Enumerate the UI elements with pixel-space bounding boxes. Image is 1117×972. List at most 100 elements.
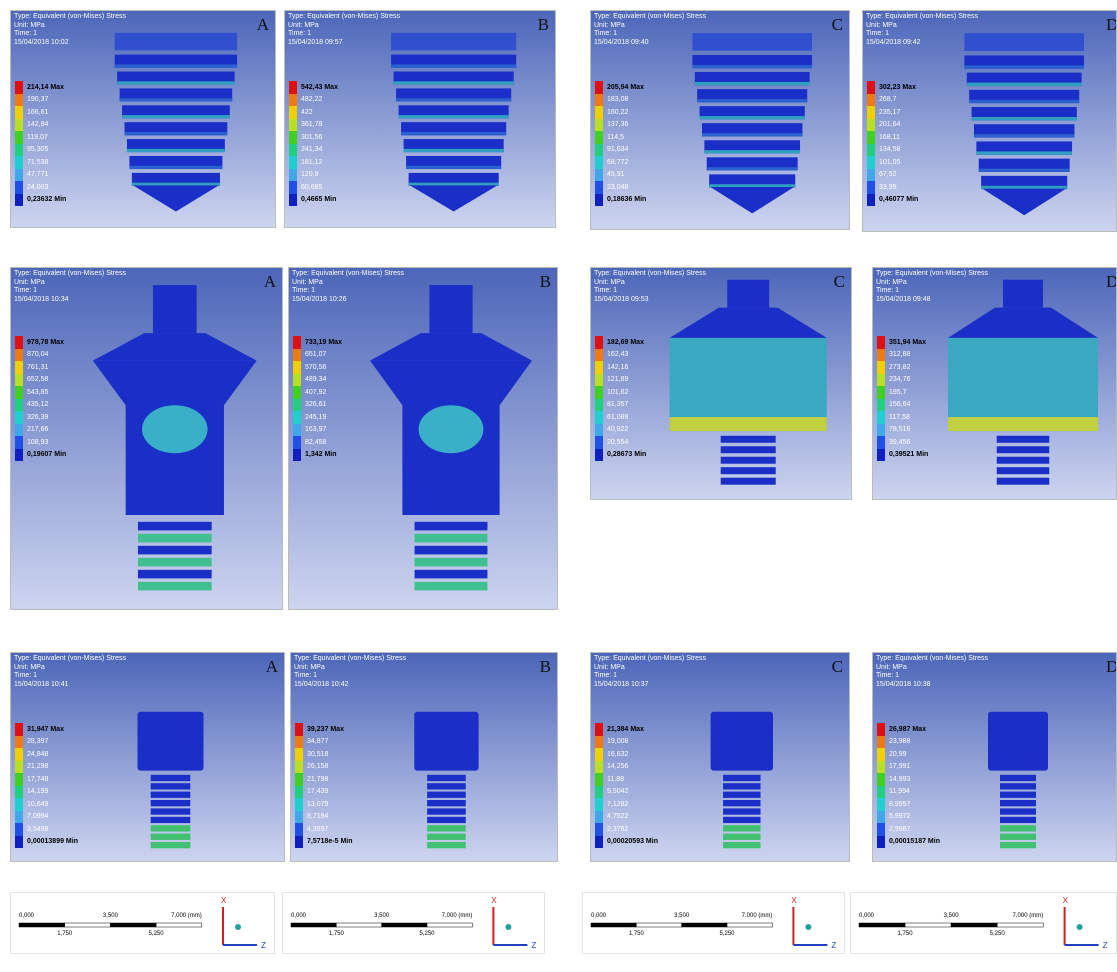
scale-bar-strip: 0,0003,5007,000 (mm)1,7505,250XZ [282, 892, 545, 954]
legend-label: 163,97 [305, 426, 326, 433]
legend-swatch [295, 761, 303, 774]
legend-row: 14,199 [15, 786, 78, 799]
model-part [964, 33, 1084, 51]
legend-swatch [867, 169, 875, 182]
legend-label: 33,99 [879, 184, 897, 191]
legend-swatch [877, 436, 885, 449]
legend-label: 0,39521 Min [889, 451, 928, 458]
model-part [427, 783, 466, 789]
legend-label: 67,52 [879, 171, 897, 178]
legend-row: 0,00015187 Min [877, 836, 940, 849]
legend-row: 121,89 [595, 374, 646, 387]
legend-swatch [867, 119, 875, 132]
model-part [997, 446, 1050, 453]
fea-panel: Type: Equivalent (von-Mises) StressUnit:… [10, 652, 285, 862]
legend-swatch [295, 748, 303, 761]
legend-row: 21,384 Max [595, 723, 658, 736]
header-line: 15/04/2018 10:37 [594, 681, 706, 690]
header-line: Type: Equivalent (von-Mises) Stress [14, 270, 126, 279]
legend-swatch [595, 81, 603, 94]
legend-row: 26,158 [295, 761, 353, 774]
fea-panel: Type: Equivalent (von-Mises) StressUnit:… [862, 10, 1117, 232]
header-line: Time: 1 [294, 672, 406, 681]
legend-swatch [15, 798, 23, 811]
legend-label: 166,61 [27, 109, 48, 116]
legend-row: 7,0994 [15, 811, 78, 824]
legend-swatch [595, 156, 603, 169]
legend-label: 182,69 Max [607, 339, 644, 346]
legend-row: 142,16 [595, 361, 646, 374]
model-part [151, 808, 191, 814]
header-line: 15/04/2018 10:34 [14, 296, 126, 305]
legend-row: 11,994 [877, 786, 940, 799]
header-line: Unit: MPa [14, 664, 126, 673]
legend-row: 40,822 [595, 424, 646, 437]
legend-row: 183,08 [595, 94, 646, 107]
legend-row: 142,84 [15, 119, 66, 132]
header-line: Type: Equivalent (von-Mises) Stress [14, 13, 126, 22]
scale-label: 5,250 [990, 931, 1006, 937]
legend-label: 7,0994 [27, 813, 48, 820]
legend-row: 168,11 [867, 131, 918, 144]
scale-label: 1,750 [629, 931, 645, 937]
legend-row: 78,516 [877, 424, 928, 437]
fea-panel: Type: Equivalent (von-Mises) StressUnit:… [288, 267, 558, 610]
model-part [414, 712, 478, 771]
legend-swatch [15, 723, 23, 736]
model-part [394, 81, 514, 84]
header-line: Type: Equivalent (von-Mises) Stress [594, 655, 706, 664]
model-part [138, 534, 212, 543]
scale-label: 1,750 [57, 931, 73, 937]
legend-swatch [867, 181, 875, 194]
legend-swatch [877, 374, 885, 387]
panel-letter: B [540, 657, 551, 677]
fea-panel: Type: Equivalent (von-Mises) StressUnit:… [290, 652, 558, 862]
scale-bar: 0,0003,5007,000 (mm)1,7505,250XZ [583, 893, 846, 955]
model-part [127, 149, 225, 152]
legend-label: 78,516 [889, 426, 910, 433]
legend-label: 14,199 [27, 788, 48, 795]
legend-row: 163,97 [293, 424, 342, 437]
legend-row: 302,23 Max [867, 81, 918, 94]
legend-label: 160,22 [607, 109, 628, 116]
legend-row: 0,00020593 Min [595, 836, 658, 849]
model-part [723, 800, 760, 806]
scale-label: 7,000 (mm) [1013, 913, 1044, 919]
model-part [988, 712, 1048, 771]
legend-row: 361,78 [289, 119, 338, 132]
scale-label: 0,000 [859, 913, 875, 919]
header-line: Type: Equivalent (von-Mises) Stress [594, 270, 706, 279]
legend-row: 21,798 [295, 773, 353, 786]
legend-swatch [877, 836, 885, 849]
model-part [138, 570, 212, 579]
legend-swatch [595, 823, 603, 836]
header-line: Time: 1 [594, 30, 706, 39]
legend-label: 142,16 [607, 364, 628, 371]
legend-row: 201,64 [867, 119, 918, 132]
legend-label: 190,37 [27, 96, 48, 103]
legend-swatch [595, 181, 603, 194]
legend: 182,69 Max162,43142,16121,89101,6281,357… [595, 336, 646, 461]
model-part [723, 775, 760, 781]
legend-row: 0,23632 Min [15, 194, 66, 207]
legend-row: 652,58 [15, 374, 66, 387]
legend-row: 11,88 [595, 773, 658, 786]
legend-label: 201,64 [879, 121, 900, 128]
legend-label: 241,34 [301, 146, 322, 153]
scale-label: 0,000 [19, 913, 35, 919]
panel-letter: C [834, 272, 845, 292]
legend-label: 0,19607 Min [27, 451, 66, 458]
legend-label: 195,7 [889, 389, 907, 396]
model-part [138, 546, 212, 555]
legend-row: 68,772 [595, 156, 646, 169]
legend-label: 181,12 [301, 159, 322, 166]
legend-label: 302,23 Max [879, 84, 916, 91]
legend-row: 31,947 Max [15, 723, 78, 736]
legend-label: 422 [301, 109, 313, 116]
model-part [721, 436, 776, 443]
legend-label: 8,9957 [889, 801, 910, 808]
model-part [695, 82, 810, 85]
legend-row: 9,5042 [595, 786, 658, 799]
legend-row: 71,538 [15, 156, 66, 169]
